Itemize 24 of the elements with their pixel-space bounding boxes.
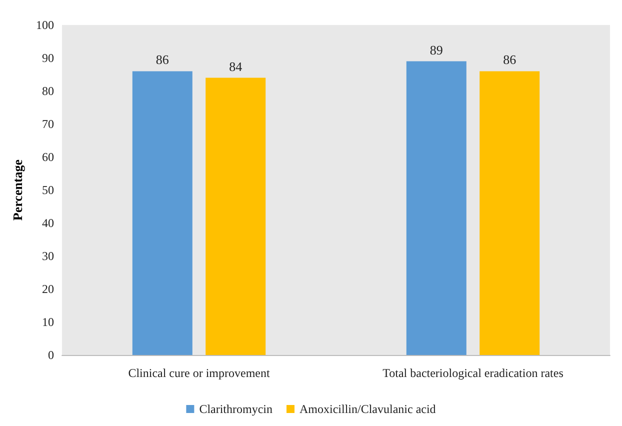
y-tick-label: 20 <box>42 282 54 296</box>
legend-label: Clarithromycin <box>199 402 273 416</box>
y-tick-label: 0 <box>48 348 54 362</box>
bar <box>132 71 192 355</box>
y-tick-label: 90 <box>42 51 54 65</box>
y-axis-title: Percentage <box>10 159 25 221</box>
y-tick-label: 50 <box>42 183 54 197</box>
x-tick-label: Clinical cure or improvement <box>128 366 270 380</box>
legend-label: Amoxicillin/Clavulanic acid <box>300 402 436 416</box>
data-label: 84 <box>229 58 243 74</box>
y-tick-label: 40 <box>42 216 54 230</box>
y-tick-label: 80 <box>42 84 54 98</box>
y-tick-label: 30 <box>42 249 54 263</box>
data-label: 86 <box>503 52 517 68</box>
data-label: 86 <box>156 52 170 68</box>
bar <box>480 71 540 355</box>
x-tick-label: Total bacteriological eradication rates <box>382 366 564 380</box>
y-tick-label: 100 <box>36 18 54 32</box>
bar <box>406 61 466 355</box>
y-tick-label: 70 <box>42 117 54 131</box>
data-label: 89 <box>430 42 443 58</box>
y-tick-label: 10 <box>42 315 54 329</box>
bar <box>206 78 266 355</box>
y-tick-label: 60 <box>42 150 54 164</box>
